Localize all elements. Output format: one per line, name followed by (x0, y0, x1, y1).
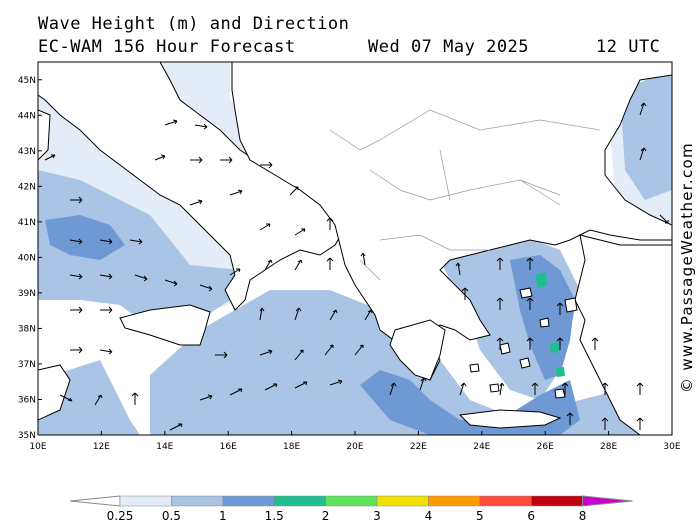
legend-label: 1 (219, 509, 227, 523)
forecast-date: Wed 07 May 2025 (368, 37, 530, 57)
legend-swatch (376, 495, 429, 507)
legend-lower-arrow (69, 495, 121, 507)
legend-label: 3 (373, 509, 381, 523)
legend-swatch (273, 495, 326, 507)
legend-label: 2 (322, 509, 330, 523)
wave-height-legend: 0.25 0.5 1 1.5 2 3 4 5 6 8 (69, 495, 633, 523)
lat-tick-label: 37N (18, 360, 36, 370)
legend-swatch (479, 495, 532, 507)
latitude-axis: 35N 36N 37N 38N 39N 40N 41N 42N 43N 44N 45N (18, 76, 42, 441)
wave-band-dark (45, 215, 125, 260)
country-borders (329, 109, 601, 281)
forecast-time: 12 UTC (596, 37, 661, 57)
longitude-axis: 10E 12E 14E 16E 18E 20E 22E 24E 26E 28E 30E (29, 431, 681, 452)
lon-tick-label: 30E (663, 442, 680, 452)
legend-label: 0.5 (162, 509, 181, 523)
lon-tick-label: 12E (93, 442, 110, 452)
wave-direction-arrows (44, 102, 669, 431)
lat-tick-label: 45N (18, 76, 36, 86)
credit-text: © www.PassageWeather.com (678, 142, 696, 393)
legend-swatch (171, 495, 224, 507)
legend-swatch (428, 495, 481, 507)
legend-label: 1.5 (265, 509, 284, 523)
lat-tick-label: 35N (18, 431, 36, 441)
lat-tick-label: 41N (18, 218, 36, 228)
lon-tick-label: 28E (600, 442, 617, 452)
legend-label: 0.25 (107, 509, 134, 523)
legend-label: 6 (527, 509, 535, 523)
legend-swatch (325, 495, 378, 507)
lat-tick-label: 44N (18, 111, 36, 121)
wave-band-green (535, 272, 548, 288)
lon-tick-label: 24E (473, 442, 490, 452)
lat-tick-label: 40N (18, 253, 36, 263)
lon-tick-label: 20E (346, 442, 363, 452)
lon-tick-label: 22E (410, 442, 427, 452)
lon-tick-label: 14E (156, 442, 173, 452)
legend-swatch (530, 495, 583, 507)
lon-tick-label: 10E (29, 442, 46, 452)
map-content (38, 62, 672, 435)
model-forecast-label: EC-WAM 156 Hour Forecast (38, 37, 296, 57)
wave-band-medium (38, 170, 240, 330)
legend-swatch (222, 495, 275, 507)
lat-tick-label: 36N (18, 395, 36, 405)
lat-tick-label: 43N (18, 147, 36, 157)
legend-label: 5 (476, 509, 484, 523)
lon-tick-label: 18E (283, 442, 300, 452)
lon-tick-label: 16E (220, 442, 237, 452)
lon-tick-label: 26E (537, 442, 554, 452)
coastlines (38, 62, 672, 435)
lat-tick-label: 39N (18, 289, 36, 299)
chart-title: Wave Height (m) and Direction (38, 14, 350, 34)
legend-label: 8 (579, 509, 587, 523)
lat-tick-label: 42N (18, 182, 36, 192)
legend-swatch (119, 495, 172, 507)
lat-tick-label: 38N (18, 324, 36, 334)
legend-label: 4 (425, 509, 433, 523)
legend-upper-arrow (582, 495, 633, 507)
